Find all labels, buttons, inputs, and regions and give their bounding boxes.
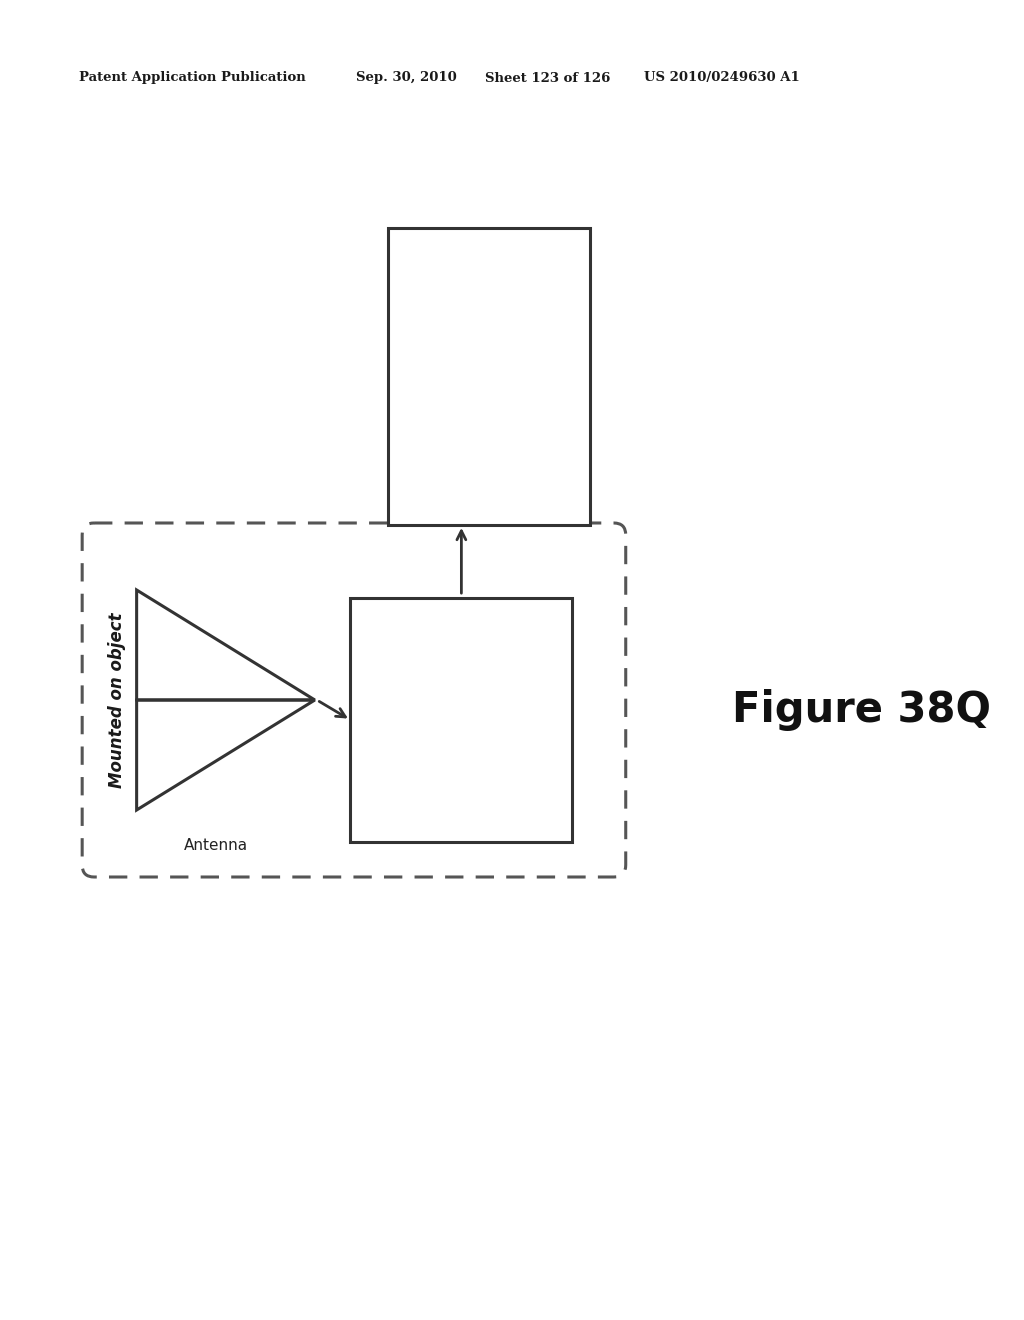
Text: RF or Partial
of RF circuit: RF or Partial of RF circuit (408, 704, 515, 737)
Text: Patent Application Publication: Patent Application Publication (79, 71, 306, 84)
Bar (350, 598, 572, 842)
Text: Figure 38Q: Figure 38Q (732, 689, 991, 731)
Text: Mounted on object: Mounted on object (108, 612, 126, 788)
Text: Sep. 30, 2010: Sep. 30, 2010 (356, 71, 457, 84)
Bar (388, 228, 590, 525)
Text: US 2010/0249630 A1: US 2010/0249630 A1 (643, 71, 800, 84)
Text: Antenna: Antenna (183, 838, 248, 853)
Text: Sheet 123 of 126: Sheet 123 of 126 (485, 71, 610, 84)
Text: RF, Baseband, DAQ,
Signal processing and UI: RF, Baseband, DAQ, Signal processing and… (473, 282, 505, 471)
